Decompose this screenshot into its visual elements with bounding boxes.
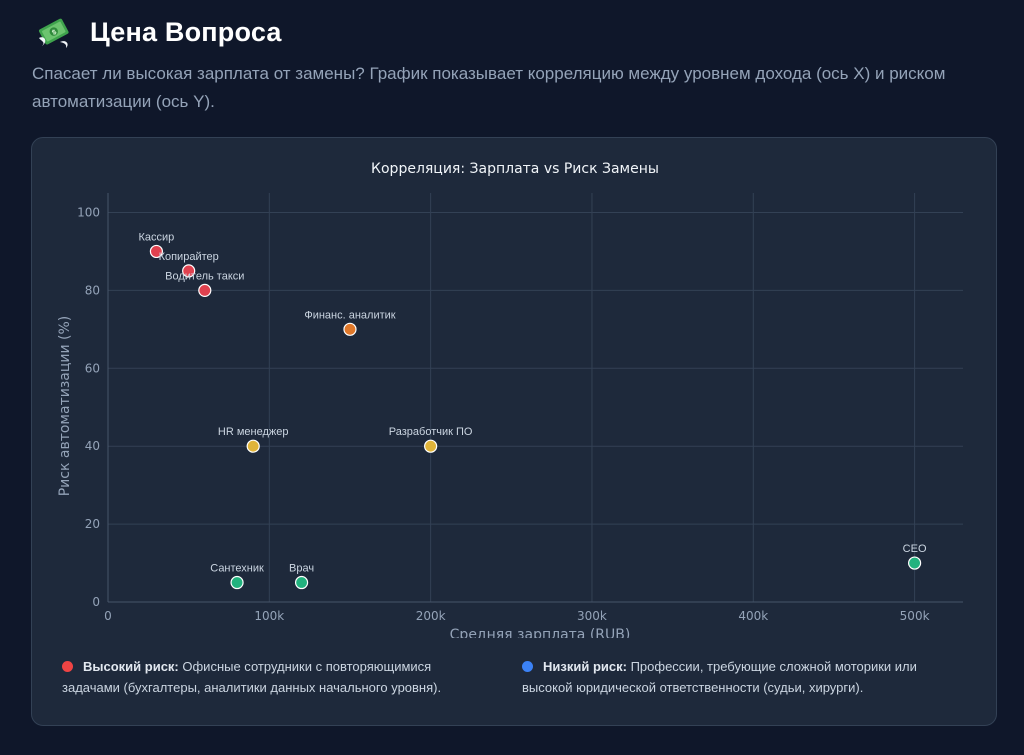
page-subtitle: Спасает ли высокая зарплата от замены? Г…	[32, 64, 946, 111]
point-label: HR менеджер	[218, 426, 289, 438]
point-label: Сантехник	[210, 563, 264, 575]
legend-high-dot	[62, 661, 73, 672]
x-tick-label: 300k	[577, 609, 607, 623]
chart-title: Корреляция: Зарплата vs Риск Замены	[371, 161, 659, 177]
x-tick-label: 200k	[416, 609, 446, 623]
legend-low-dot	[522, 661, 533, 672]
scatter-point[interactable]	[294, 575, 309, 590]
x-tick-label: 400k	[738, 609, 768, 623]
axis-ticks: 0 20 40 60 80 100 0 100k 200k 300k 400k 500k	[77, 205, 929, 623]
scatter-chart: Корреляция: Зарплата vs Риск Замены 0 20 4…	[57, 161, 963, 638]
legend-low-text: Профессии, требующие сложной моторики ил…	[522, 659, 917, 695]
data-points: Кассир Копирайтер Водитель такси Финанс. ан…	[138, 231, 927, 590]
point-label: Врач	[289, 563, 314, 575]
y-tick-label: 0	[92, 595, 100, 609]
x-tick-label: 500k	[900, 609, 930, 623]
point-label: Финанс. аналитик	[304, 309, 395, 321]
page-header: $ Цена Вопроса	[36, 14, 282, 50]
y-tick-label: 40	[85, 439, 100, 453]
scatter-point[interactable]	[182, 264, 196, 278]
point-label: Копирайтер	[159, 251, 219, 263]
y-tick-label: 100	[77, 205, 100, 219]
point-label: Кассир	[138, 231, 174, 243]
legend-low-risk: Низкий риск: Профессии, требующие сложно…	[522, 656, 962, 698]
y-tick-label: 60	[85, 361, 100, 375]
scatter-point[interactable]	[343, 322, 357, 336]
x-tick-label: 0	[104, 609, 112, 623]
svg-text:$: $	[51, 29, 58, 37]
scatter-point[interactable]	[908, 556, 922, 570]
grid-lines	[107, 193, 963, 603]
y-axis-label: Риск автоматизации (%)	[57, 316, 73, 497]
scatter-point[interactable]	[198, 283, 212, 297]
y-tick-label: 20	[85, 517, 100, 531]
chart-card: Корреляция: Зарплата vs Риск Замены 0 20 4…	[31, 137, 997, 726]
scatter-point[interactable]	[246, 439, 260, 453]
point-label: Разработчик ПО	[389, 426, 473, 438]
x-axis-label: Средняя зарплата (RUB)	[450, 627, 631, 638]
scatter-point[interactable]	[424, 439, 438, 453]
legend-high-risk: Высокий риск: Офисные сотрудники с повто…	[62, 656, 492, 698]
legend-low-title: Низкий риск:	[543, 659, 627, 674]
legend-high-title: Высокий риск:	[83, 659, 179, 674]
scatter-point[interactable]	[230, 575, 244, 590]
point-label: CEO	[903, 543, 927, 555]
point-label: Водитель такси	[165, 270, 244, 282]
scatter-point[interactable]	[149, 244, 163, 259]
money-with-wings-icon: $	[39, 18, 69, 48]
legend-high-text: Офисные сотрудники с повторяющимися зада…	[62, 659, 442, 695]
page-title: Цена Вопроса	[90, 16, 282, 47]
y-tick-label: 80	[85, 283, 100, 297]
x-tick-label: 100k	[254, 609, 284, 623]
